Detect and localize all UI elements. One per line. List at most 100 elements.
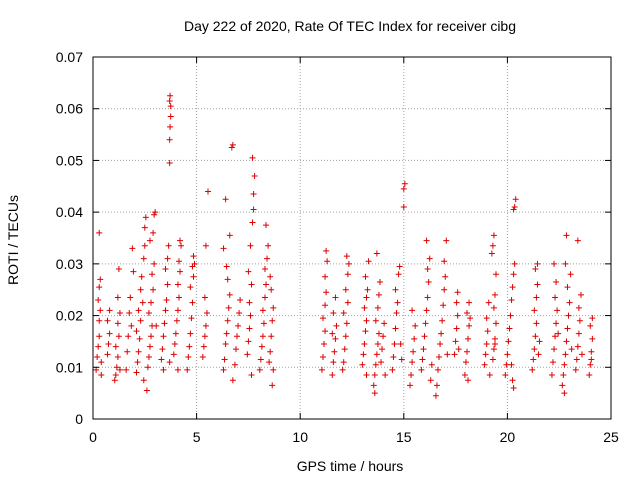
data-point [343, 320, 350, 327]
data-point [150, 286, 157, 293]
data-point [257, 356, 264, 363]
data-point [455, 346, 462, 353]
data-point [258, 343, 265, 350]
y-axis-label: ROTI / TECUs [5, 195, 21, 285]
data-point [532, 266, 539, 273]
data-point [150, 229, 157, 236]
data-point [174, 366, 181, 373]
data-point [361, 304, 368, 311]
data-point [96, 333, 103, 340]
data-point [115, 333, 122, 340]
data-point [505, 338, 512, 345]
data-point [587, 361, 594, 368]
data-point [374, 304, 381, 311]
data-point [380, 333, 387, 340]
data-point [203, 309, 210, 316]
data-point [266, 359, 273, 366]
data-point [220, 366, 227, 373]
data-point [224, 317, 231, 324]
data-point [561, 361, 568, 368]
data-point [111, 377, 118, 384]
data-point [259, 333, 266, 340]
data-point [201, 333, 208, 340]
data-point [423, 237, 430, 244]
data-point [323, 289, 330, 296]
data-point [105, 341, 112, 348]
data-point [112, 343, 119, 350]
data-point [185, 353, 192, 360]
data-point [145, 309, 152, 316]
data-point [333, 322, 340, 329]
data-point [106, 330, 113, 337]
data-point [226, 291, 233, 298]
data-point [235, 322, 242, 329]
data-point [554, 307, 561, 314]
data-point [322, 302, 329, 309]
data-point [322, 328, 329, 335]
data-point [133, 328, 140, 335]
data-point [201, 294, 208, 301]
data-point [363, 317, 370, 324]
x-tick-label: 0 [89, 429, 97, 445]
data-point [465, 377, 472, 384]
data-point [436, 353, 443, 360]
data-point [151, 211, 158, 218]
data-point [560, 372, 567, 379]
data-point [563, 338, 570, 345]
data-point [463, 309, 470, 316]
data-point [264, 255, 271, 262]
data-point [93, 366, 100, 373]
data-point [466, 299, 473, 306]
data-point [491, 341, 498, 348]
data-point [425, 278, 432, 285]
data-point [529, 366, 536, 373]
data-point [202, 242, 209, 249]
data-point [553, 320, 560, 327]
data-point [465, 335, 472, 342]
data-point [159, 346, 166, 353]
data-point [389, 366, 396, 373]
data-point [441, 286, 448, 293]
data-point [481, 361, 488, 368]
data-point [344, 271, 351, 278]
data-point [167, 113, 174, 120]
data-point [573, 356, 580, 363]
data-point [237, 297, 244, 304]
data-point [265, 242, 272, 249]
data-point [174, 281, 181, 288]
data-point [509, 377, 516, 384]
data-point [270, 366, 277, 373]
data-point [432, 392, 439, 399]
data-point [490, 232, 497, 239]
data-point [439, 317, 446, 324]
data-point [428, 361, 435, 368]
data-point [97, 276, 104, 283]
data-point [589, 315, 596, 322]
data-point [412, 322, 419, 329]
data-point [588, 356, 595, 363]
data-point [318, 366, 325, 373]
data-point [454, 289, 461, 296]
data-point [187, 284, 194, 291]
data-point [396, 263, 403, 270]
data-point [95, 343, 102, 350]
data-point [578, 351, 585, 358]
data-point [483, 315, 490, 322]
data-point [167, 123, 174, 130]
data-point [221, 356, 228, 363]
data-point [438, 330, 445, 337]
data-point [166, 359, 173, 366]
data-point [343, 253, 350, 260]
data-point [363, 372, 370, 379]
data-point [229, 141, 236, 148]
data-point [171, 341, 178, 348]
data-point [493, 271, 500, 278]
data-point [140, 377, 147, 384]
data-point [410, 348, 417, 355]
data-point [345, 260, 352, 267]
data-point [222, 196, 229, 203]
data-point [261, 294, 268, 301]
data-point [248, 281, 255, 288]
data-point [112, 372, 119, 379]
data-point [319, 315, 326, 322]
